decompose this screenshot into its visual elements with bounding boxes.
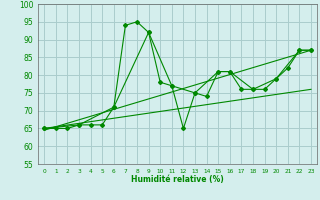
- X-axis label: Humidité relative (%): Humidité relative (%): [131, 175, 224, 184]
